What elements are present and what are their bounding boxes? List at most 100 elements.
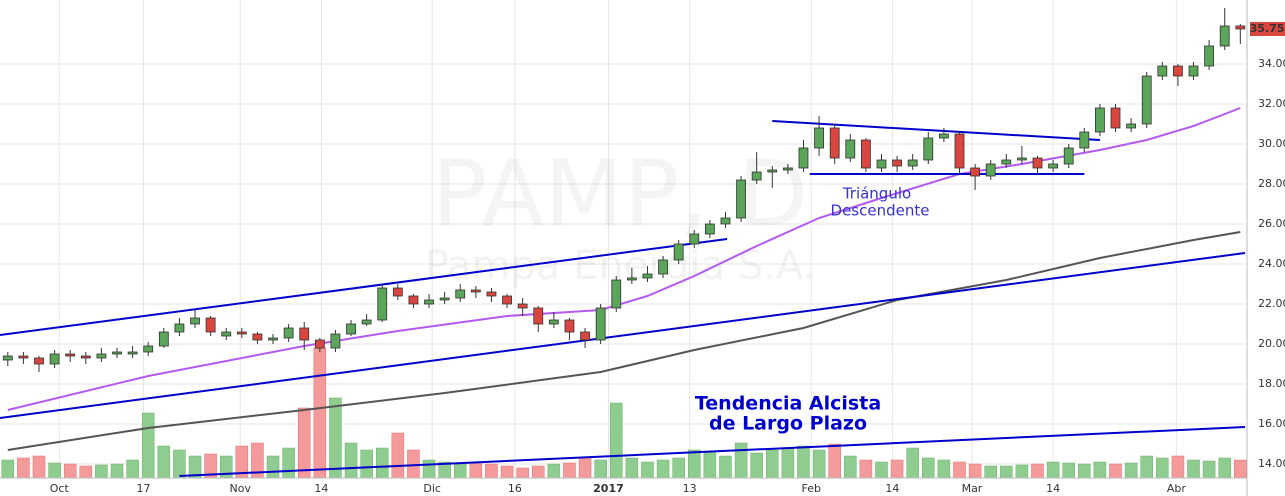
candles xyxy=(2,8,1246,372)
volume-bar xyxy=(1218,457,1231,479)
candle-body xyxy=(595,307,606,341)
x-tick-label: Abr xyxy=(1167,482,1187,495)
volume-bar xyxy=(375,447,389,479)
y-tick-label: 30.00 xyxy=(1258,137,1285,150)
candle-body xyxy=(299,327,310,341)
candle-body xyxy=(1032,157,1043,169)
candle-body xyxy=(1219,25,1230,47)
trendlines xyxy=(0,120,1246,477)
volume-bar xyxy=(173,449,186,479)
candle-body xyxy=(1016,157,1027,161)
candle-body xyxy=(642,273,653,279)
volume-bar xyxy=(797,445,810,479)
candle-body xyxy=(283,327,294,339)
volume-bar xyxy=(453,463,467,479)
volume-bar xyxy=(1156,457,1169,479)
candle-body xyxy=(408,295,419,305)
candle-body xyxy=(1204,45,1215,67)
volume-bar xyxy=(610,402,623,479)
candle-body xyxy=(361,319,372,325)
moving-average xyxy=(7,231,1241,451)
candle-body xyxy=(626,277,637,281)
annotation: Tendencia Alcista xyxy=(695,393,881,415)
volume-bar xyxy=(141,412,155,479)
volume-bar xyxy=(1015,464,1029,479)
volume-bar xyxy=(984,465,997,479)
candle-body xyxy=(236,331,247,335)
y-tick-label: 20.00 xyxy=(1258,337,1285,350)
volume-bar xyxy=(672,457,685,479)
volume-bar xyxy=(547,463,561,479)
candle-body xyxy=(580,331,590,341)
volume-bar xyxy=(157,445,171,479)
candle-body xyxy=(1157,65,1168,77)
y-tick-label: 26.00 xyxy=(1258,217,1285,230)
candle-body xyxy=(439,297,450,301)
volume-bar xyxy=(1078,463,1091,479)
volume-bar xyxy=(1171,455,1185,479)
candle-body xyxy=(174,323,185,333)
volume-bar xyxy=(1140,455,1153,479)
volume-bar xyxy=(516,467,529,479)
candle-body xyxy=(658,259,668,275)
x-tick-label: 16 xyxy=(508,482,522,495)
grid xyxy=(0,0,1245,478)
volume-bar xyxy=(859,459,873,479)
candle-body xyxy=(455,289,466,299)
volume-bar xyxy=(79,465,93,479)
y-tick-label: 16.00 xyxy=(1258,417,1285,430)
volume-bar xyxy=(17,457,30,479)
volume-bar xyxy=(578,457,592,479)
candle-body xyxy=(346,323,356,335)
volume-bar xyxy=(1093,461,1107,479)
volume-bar xyxy=(266,455,280,479)
volume-bar xyxy=(469,462,483,479)
volume-bar xyxy=(828,443,841,479)
volume-bar xyxy=(890,459,904,479)
volume-bar xyxy=(968,463,982,479)
volume-bar xyxy=(594,459,607,479)
volume-bar xyxy=(953,461,966,479)
volume-bar xyxy=(937,459,951,479)
volume-bar xyxy=(110,463,124,479)
volume-bar xyxy=(297,407,311,479)
candle-body xyxy=(954,133,965,169)
candle-body xyxy=(34,357,44,365)
last-price-tag xyxy=(1250,22,1285,36)
candle-body xyxy=(1063,147,1074,165)
candle-body xyxy=(673,243,684,261)
candle-body xyxy=(1048,163,1059,169)
volume-bar xyxy=(407,449,420,479)
volume-bar xyxy=(422,459,436,479)
y-tick-label: 18.00 xyxy=(1258,377,1285,390)
candle-body xyxy=(970,167,980,177)
volume-bar xyxy=(719,455,732,479)
candle-body xyxy=(377,287,388,321)
volume-bar xyxy=(532,465,545,479)
y-tick-label: 24.00 xyxy=(1258,257,1285,270)
volume-bar xyxy=(1234,459,1247,479)
candle-body xyxy=(1141,75,1152,125)
candle-body xyxy=(158,331,169,347)
candle-body xyxy=(424,299,434,305)
candle-body xyxy=(611,279,622,309)
candle-body xyxy=(65,353,76,357)
candle-body xyxy=(1001,159,1012,165)
candle-body xyxy=(892,159,902,167)
candle-body xyxy=(938,133,949,139)
volume-bar xyxy=(126,459,139,479)
volume-bar xyxy=(625,457,639,479)
candle-body xyxy=(127,351,138,355)
candle-body xyxy=(80,355,91,359)
volume-bar xyxy=(734,442,748,479)
volume-bar xyxy=(766,449,779,479)
last-price-label: 35.75 xyxy=(1250,22,1285,35)
candle-body xyxy=(548,319,559,325)
volume-bar xyxy=(1202,460,1216,479)
candle-body xyxy=(143,345,154,353)
volume-bar xyxy=(1187,459,1200,479)
candle-body xyxy=(829,127,840,159)
y-tick-label: 32.00 xyxy=(1258,97,1285,110)
